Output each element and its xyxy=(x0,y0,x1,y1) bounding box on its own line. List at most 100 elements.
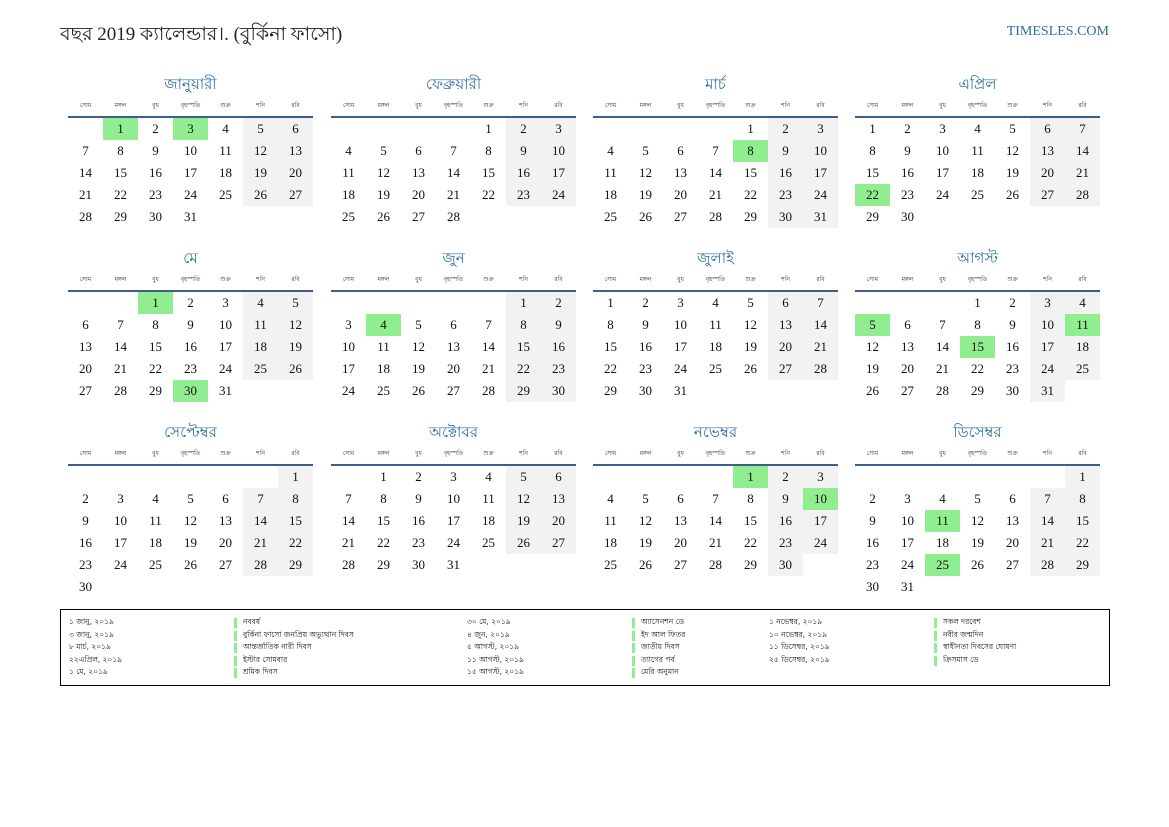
weekday-label: রবি xyxy=(291,101,300,109)
legend-row: ৫ আগস্ট, ২০১৯ জাতীয় দিবস xyxy=(467,642,685,655)
holiday-marker-icon xyxy=(934,618,937,629)
day-grid: 1 2 3 4 5 6 7 8 9 10 11 12 13 14 15 16 17 18 19 20 21 22 23 24 2… xyxy=(855,118,1100,228)
day-cell: 18 xyxy=(482,513,495,528)
day-cell: 1 xyxy=(1065,466,1100,488)
weekday-label: শুক্র xyxy=(1007,275,1018,283)
holiday-marker-icon xyxy=(234,668,237,679)
day-cell: 18 xyxy=(971,165,984,180)
day-cell: 6 xyxy=(222,491,229,506)
day-cell: 28 xyxy=(1065,184,1100,206)
day-cell: 17 xyxy=(541,162,576,184)
day-cell: 26 xyxy=(243,184,278,206)
day-cell: 19 xyxy=(243,162,278,184)
day-cell: 12 xyxy=(243,140,278,162)
holiday-date: ২২এপ্রিল, ২০১৯ xyxy=(69,654,123,664)
day-cell: 30 xyxy=(768,206,803,228)
weekday-label: রবি xyxy=(1078,275,1087,283)
day-cell: 18 xyxy=(936,535,949,550)
day-cell: 7 xyxy=(1030,488,1065,510)
day-cell: 25 xyxy=(243,358,278,380)
empty-cell xyxy=(68,292,103,314)
holiday-day-cell: 1 xyxy=(138,292,173,314)
day-cell: 23 xyxy=(901,187,914,202)
empty-cell xyxy=(593,466,628,488)
day-cell: 5 xyxy=(380,143,387,158)
day-cell: 13 xyxy=(219,513,232,528)
day-cell: 19 xyxy=(1006,165,1019,180)
day-cell: 7 xyxy=(712,143,719,158)
day-grid: 1 2 3 4 5 6 7 8 9 10 11 12 13 14 15 16 17 18 19 20 21 22 23 24 2… xyxy=(593,466,838,576)
empty-cell xyxy=(628,118,663,140)
empty-cell xyxy=(401,118,436,140)
day-cell: 8 xyxy=(506,314,541,336)
page-title: বছর 2019 ক্যালেন্ডার।. (বুর্কিনা ফাসো) xyxy=(60,24,343,45)
day-cell: 15 xyxy=(744,165,757,180)
holiday-marker-icon xyxy=(234,655,237,666)
day-cell: 8 xyxy=(380,491,387,506)
day-cell: 1 xyxy=(278,466,313,488)
legend-row: ১ মে, ২০১৯ শ্রমিক দিবস xyxy=(69,667,354,680)
holiday-marker-icon xyxy=(632,643,635,654)
month-name: ডিসেম্বর xyxy=(953,423,1002,441)
weekday-label: মঙ্গল xyxy=(901,275,914,283)
day-cell: 6 xyxy=(450,317,457,332)
holiday-name: স্বাধীনতা দিবসের ঘোষণা xyxy=(943,642,1017,652)
legend-row: ৩০ মে, ২০১৯ অ্যাসেনশন ডে xyxy=(467,617,685,630)
holiday-day-cell: 1 xyxy=(733,466,768,488)
weekday-label: শনি xyxy=(256,449,265,457)
month-calendar: আগস্ট সোম মঙ্গল বুধ বৃহস্পতি শুক্র শনি রবি 1 2 3 4 5… xyxy=(855,248,1100,402)
day-cell: 27 xyxy=(79,383,92,398)
weekday-label: সোম xyxy=(342,101,355,109)
weekday-header: সোম মঙ্গল বুধ বৃহস্পতি শুক্র শনি রবি xyxy=(593,94,838,118)
day-cell: 26 xyxy=(639,557,652,572)
day-cell: 17 xyxy=(219,339,232,354)
holiday-day-cell: 3 xyxy=(173,118,208,140)
day-cell: 12 xyxy=(866,339,879,354)
day-cell: 20 xyxy=(768,336,803,358)
day-cell: 19 xyxy=(506,510,541,532)
day-cell: 18 xyxy=(604,187,617,202)
day-cell: 20 xyxy=(541,510,576,532)
day-cell: 17 xyxy=(901,535,914,550)
day-cell: 9 xyxy=(768,140,803,162)
day-cell: 29 xyxy=(866,209,879,224)
day-cell: 6 xyxy=(415,143,422,158)
day-cell: 22 xyxy=(1065,532,1100,554)
day-cell: 10 xyxy=(674,317,687,332)
weekday-label: রবি xyxy=(816,275,825,283)
weekday-label: সোম xyxy=(866,449,879,457)
holiday-name: ত্যাগের পর্ব xyxy=(641,654,675,664)
day-cell: 6 xyxy=(677,491,684,506)
day-cell: 8 xyxy=(152,317,159,332)
day-cell: 11 xyxy=(604,513,617,528)
weekday-label: রবি xyxy=(291,275,300,283)
weekday-label: মঙ্গল xyxy=(377,101,390,109)
weekday-label: রবি xyxy=(554,449,563,457)
day-cell: 30 xyxy=(79,579,92,594)
day-cell: 6 xyxy=(82,317,89,332)
weekday-label: শনি xyxy=(519,275,528,283)
day-cell: 16 xyxy=(768,162,803,184)
day-cell: 16 xyxy=(149,165,162,180)
month-calendar: নভেম্বর সোম মঙ্গল বুধ বৃহস্পতি শুক্র শনি রবি 1 2 3… xyxy=(593,422,838,576)
day-cell: 14 xyxy=(342,513,355,528)
day-cell: 19 xyxy=(971,535,984,550)
weekday-header: সোম মঙ্গল বুধ বৃহস্পতি শুক্র শনি রবি xyxy=(593,442,838,466)
day-cell: 30 xyxy=(901,209,914,224)
day-cell: 28 xyxy=(79,209,92,224)
empty-cell xyxy=(68,466,103,488)
day-cell: 15 xyxy=(604,339,617,354)
weekday-label: সোম xyxy=(866,101,879,109)
day-cell: 18 xyxy=(342,187,355,202)
day-cell: 1 xyxy=(974,295,981,310)
holiday-day-cell: 25 xyxy=(925,554,960,576)
weekday-header: সোম মঙ্গল বুধ বৃহস্পতি শুক্র শনি রবি xyxy=(68,268,313,292)
holiday-marker-icon xyxy=(934,643,937,654)
holiday-legend: ১ জানু, ২০১৯ নববর্ষ ৩ জানু, ২০১৯ বুর্কিনা ফ… xyxy=(60,609,1110,686)
weekday-label: শুক্র xyxy=(220,449,231,457)
day-cell: 25 xyxy=(604,557,617,572)
site-link[interactable]: TIMESLES.COM xyxy=(1006,24,1109,39)
weekday-label: রবি xyxy=(816,449,825,457)
weekday-header: সোম মঙ্গল বুধ বৃহস্পতি শুক্র শনি রবি xyxy=(68,94,313,118)
day-cell: 31 xyxy=(447,557,460,572)
